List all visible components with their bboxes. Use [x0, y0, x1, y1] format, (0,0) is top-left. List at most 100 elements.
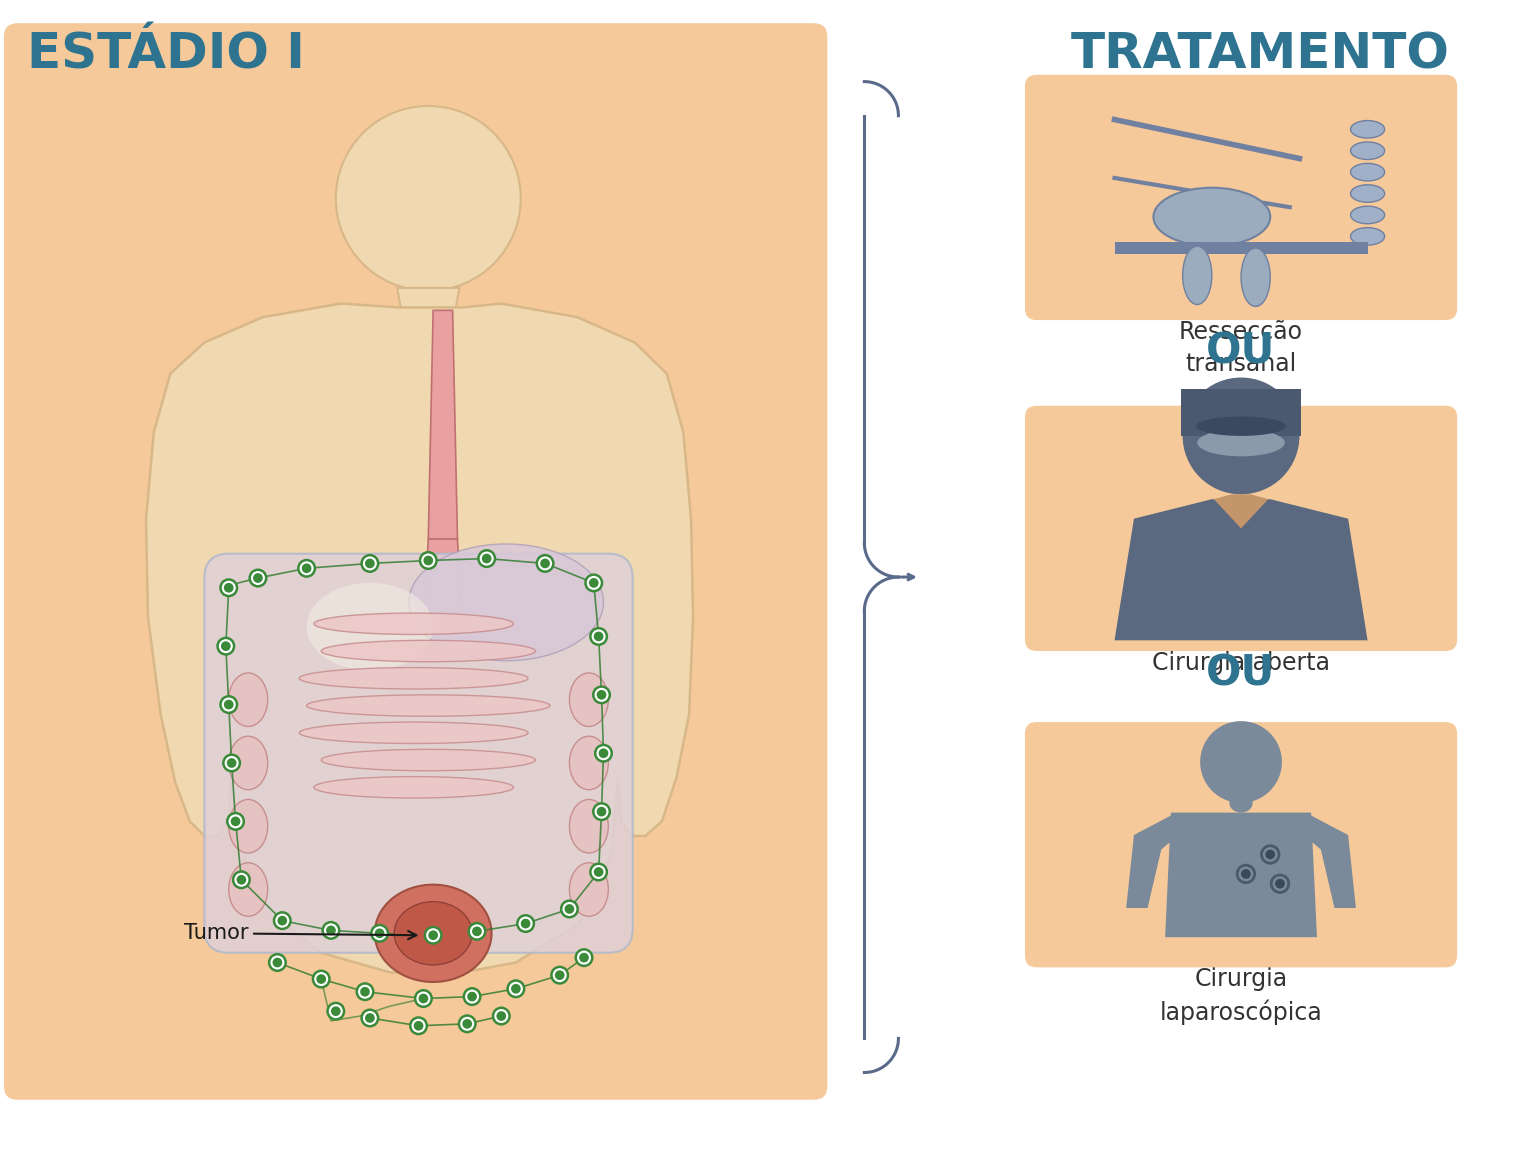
Circle shape: [597, 690, 606, 699]
Ellipse shape: [1350, 185, 1385, 203]
Circle shape: [472, 926, 482, 936]
Circle shape: [520, 918, 531, 929]
Ellipse shape: [1154, 188, 1270, 247]
Ellipse shape: [321, 749, 535, 771]
Circle shape: [218, 638, 235, 654]
Polygon shape: [428, 310, 457, 540]
Circle shape: [459, 1016, 476, 1032]
Circle shape: [365, 1013, 374, 1023]
Circle shape: [594, 867, 603, 877]
Polygon shape: [146, 303, 693, 975]
Circle shape: [328, 1003, 344, 1019]
Circle shape: [233, 872, 250, 888]
Ellipse shape: [569, 863, 609, 916]
Ellipse shape: [1229, 793, 1253, 813]
Polygon shape: [1115, 499, 1368, 640]
Circle shape: [594, 687, 611, 703]
Text: Tumor: Tumor: [184, 923, 416, 944]
Polygon shape: [1166, 813, 1318, 937]
Ellipse shape: [1350, 206, 1385, 223]
Circle shape: [479, 550, 495, 566]
Circle shape: [589, 578, 598, 588]
Bar: [1115, 242, 1368, 254]
Circle shape: [1275, 879, 1285, 888]
Circle shape: [227, 758, 236, 768]
Text: Ressecção
transanal: Ressecção transanal: [1180, 320, 1302, 375]
Circle shape: [428, 930, 439, 940]
Circle shape: [1241, 868, 1250, 879]
Ellipse shape: [394, 902, 472, 965]
Text: Cirurgia aberta: Cirurgia aberta: [1152, 651, 1330, 675]
Circle shape: [224, 755, 239, 771]
Circle shape: [371, 925, 388, 941]
Ellipse shape: [569, 673, 609, 726]
Circle shape: [555, 970, 565, 980]
Circle shape: [537, 555, 554, 572]
Ellipse shape: [374, 885, 491, 982]
Circle shape: [250, 570, 267, 586]
Circle shape: [462, 1019, 472, 1028]
Circle shape: [221, 696, 238, 713]
Text: ESTÁDIO I: ESTÁDIO I: [28, 31, 305, 79]
Ellipse shape: [299, 667, 528, 689]
Circle shape: [360, 987, 370, 997]
Ellipse shape: [1241, 248, 1270, 307]
Text: TRATAMENTO: TRATAMENTO: [1071, 31, 1450, 79]
Circle shape: [591, 864, 607, 880]
Circle shape: [327, 925, 336, 936]
Circle shape: [273, 958, 282, 967]
FancyBboxPatch shape: [1025, 723, 1457, 967]
Circle shape: [230, 816, 241, 827]
Ellipse shape: [229, 673, 267, 726]
Text: OU: OU: [1206, 652, 1276, 695]
Circle shape: [224, 699, 233, 710]
Circle shape: [362, 555, 379, 572]
Circle shape: [575, 950, 592, 966]
Ellipse shape: [314, 613, 514, 635]
Circle shape: [420, 552, 437, 569]
Circle shape: [497, 1011, 506, 1021]
Circle shape: [221, 642, 230, 651]
Polygon shape: [1213, 494, 1269, 528]
Ellipse shape: [229, 736, 267, 790]
Circle shape: [414, 1021, 423, 1031]
Ellipse shape: [1223, 460, 1259, 490]
Circle shape: [322, 922, 339, 939]
FancyBboxPatch shape: [1025, 75, 1457, 320]
Circle shape: [551, 967, 568, 983]
Ellipse shape: [410, 544, 603, 661]
Ellipse shape: [1350, 163, 1385, 181]
Circle shape: [482, 554, 491, 564]
Circle shape: [416, 990, 431, 1006]
Ellipse shape: [1350, 228, 1385, 245]
Ellipse shape: [1197, 417, 1285, 435]
Circle shape: [565, 904, 574, 914]
Circle shape: [236, 875, 247, 885]
Circle shape: [595, 745, 612, 762]
Circle shape: [586, 574, 601, 592]
Circle shape: [227, 813, 244, 829]
Circle shape: [594, 804, 611, 820]
Circle shape: [540, 558, 551, 569]
Text: Cirurgia
laparoscópica: Cirurgia laparoscópica: [1160, 967, 1322, 1025]
Text: OU: OU: [1206, 330, 1276, 372]
Polygon shape: [397, 288, 459, 309]
Ellipse shape: [299, 723, 528, 743]
Ellipse shape: [321, 640, 535, 661]
Circle shape: [508, 981, 525, 997]
Circle shape: [468, 991, 477, 1002]
Circle shape: [357, 983, 373, 1001]
Ellipse shape: [1183, 247, 1212, 305]
Polygon shape: [423, 540, 462, 626]
Circle shape: [224, 582, 233, 593]
Circle shape: [492, 1007, 509, 1025]
Circle shape: [365, 558, 374, 569]
Circle shape: [1200, 721, 1282, 802]
Circle shape: [463, 988, 480, 1005]
Circle shape: [268, 954, 285, 970]
Circle shape: [419, 994, 428, 1003]
Ellipse shape: [314, 777, 514, 798]
Circle shape: [316, 974, 327, 984]
FancyBboxPatch shape: [1025, 405, 1457, 651]
Circle shape: [313, 970, 330, 988]
